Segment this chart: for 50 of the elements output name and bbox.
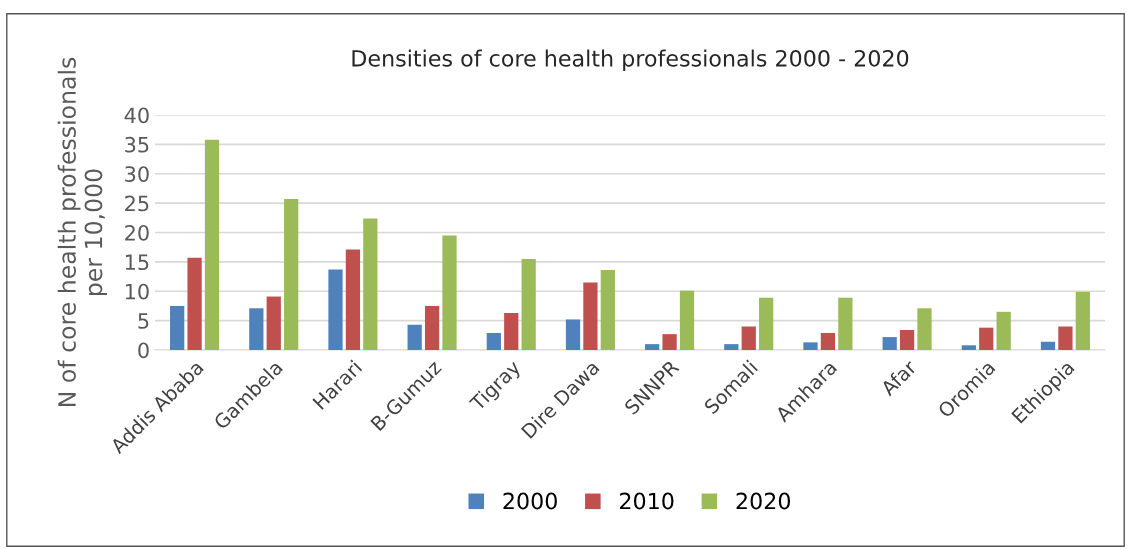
bar — [917, 308, 932, 350]
y-axis-title: N of core health professionals per 10,000 — [57, 57, 107, 407]
legend-label: 2000 — [503, 492, 557, 510]
bar — [1040, 341, 1056, 350]
bar — [521, 258, 536, 350]
y-tick-label: 0 — [138, 342, 149, 359]
bar — [284, 199, 299, 350]
bar — [996, 311, 1011, 350]
bar — [803, 342, 818, 350]
bar — [882, 337, 897, 350]
bar — [442, 235, 457, 350]
bar — [820, 332, 836, 350]
bar — [662, 334, 677, 350]
bar — [600, 270, 615, 350]
y-tick-label: 35 — [125, 136, 149, 153]
chart-title: Densities of core health professionals 2000 - 2020 — [352, 49, 909, 72]
bar — [1058, 326, 1073, 350]
y-tick-label: 15 — [125, 254, 149, 271]
y-tick-label: 20 — [125, 224, 149, 241]
bar — [645, 344, 660, 350]
y-tick-label: 40 — [124, 107, 149, 124]
bar — [759, 297, 774, 350]
bar — [187, 257, 202, 350]
bar — [565, 319, 581, 350]
legend-label: 2020 — [736, 492, 791, 510]
legend-label: 2010 — [620, 492, 674, 510]
bar — [424, 305, 440, 350]
bar — [204, 139, 220, 350]
bar — [363, 218, 378, 350]
bar — [979, 327, 994, 350]
bar — [899, 330, 915, 350]
bar — [249, 308, 264, 350]
y-tick-label: 10 — [125, 283, 149, 300]
bar — [724, 344, 739, 350]
y-tick-label: 25 — [125, 195, 149, 212]
bar — [741, 326, 756, 350]
bar — [266, 296, 281, 350]
y-tick-label: 30 — [125, 166, 149, 182]
bar — [486, 332, 501, 350]
bar — [679, 290, 695, 350]
bar — [838, 297, 853, 350]
y-tick-label: 5 — [138, 313, 149, 329]
bar — [328, 269, 343, 350]
bar — [504, 312, 519, 350]
bar — [1075, 291, 1090, 350]
bar — [961, 345, 976, 350]
bar — [170, 305, 185, 350]
bar — [583, 282, 598, 350]
bar — [407, 324, 422, 350]
bar — [345, 249, 361, 350]
